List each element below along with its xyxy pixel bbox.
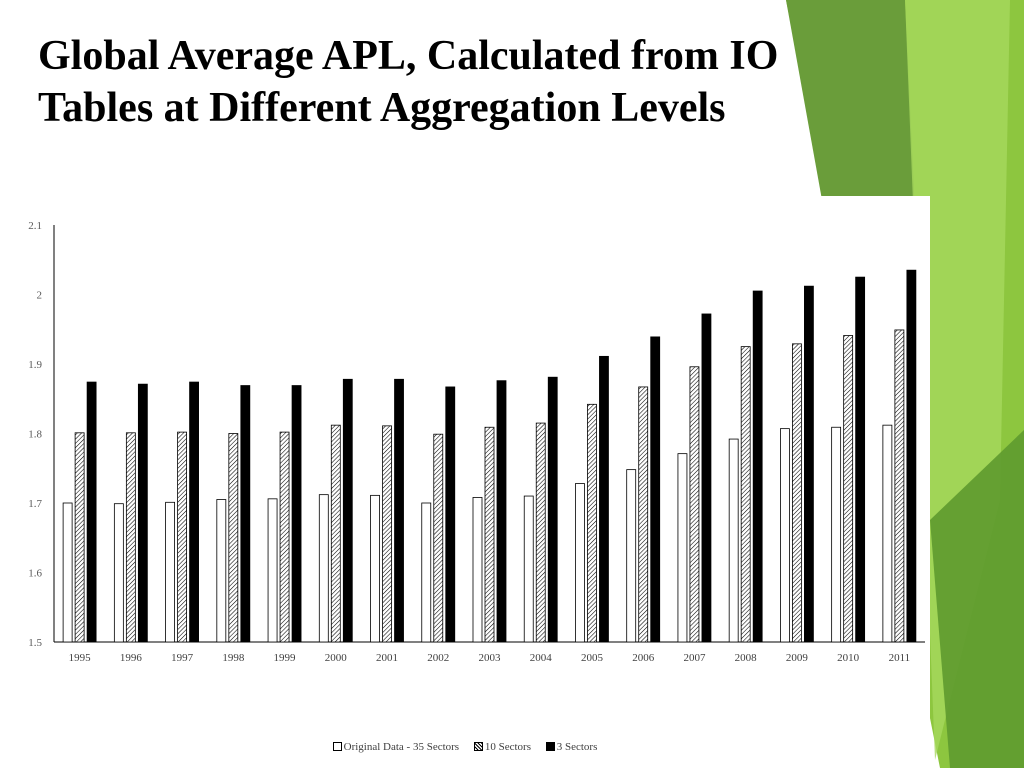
bar-10-sectors <box>638 386 649 643</box>
bar-10-sectors <box>125 432 136 643</box>
bar-original-35-sectors <box>216 499 227 643</box>
x-tick-label: 2003 <box>479 652 502 664</box>
legend-item-10-sectors: 10 Sectors <box>473 741 531 753</box>
bar-original-35-sectors <box>626 469 637 643</box>
x-tick-label: 2001 <box>376 652 398 664</box>
bar-original-35-sectors <box>165 501 175 643</box>
page-title: Global Average APL, Calculated from IO T… <box>38 30 858 134</box>
y-tick-label: 1.9 <box>28 359 42 371</box>
x-tick-label: 2005 <box>581 652 604 664</box>
x-tick-label: 1999 <box>274 652 297 664</box>
bar-3-sectors <box>496 380 507 643</box>
bar-3-sectors <box>137 383 148 643</box>
bar-original-35-sectors <box>62 502 73 643</box>
bar-original-35-sectors <box>421 502 432 643</box>
bar-10-sectors <box>587 403 597 643</box>
x-tick-label: 1997 <box>171 652 194 664</box>
y-tick-labels: 1.5 1.6 1.7 1.8 1.9 2 2.1 <box>28 220 42 649</box>
title-line-2: Tables at Different Aggregation Levels <box>38 85 726 131</box>
y-tick-label: 1.6 <box>28 568 42 580</box>
x-tick-label: 2002 <box>427 652 449 664</box>
bar-3-sectors <box>650 336 661 643</box>
bar-10-sectors <box>792 343 802 643</box>
bar-3-sectors <box>701 313 712 643</box>
bar-10-sectors <box>279 431 290 643</box>
bar-3-sectors <box>804 285 814 643</box>
bar-10-sectors <box>330 424 341 643</box>
bar-original-35-sectors <box>472 497 483 643</box>
bar-10-sectors <box>535 422 546 643</box>
x-tick-label: 2010 <box>837 652 860 664</box>
legend-label: Original Data - 35 Sectors <box>343 741 460 753</box>
legend-label: 3 Sectors <box>556 741 598 753</box>
bar-3-sectors <box>394 378 404 643</box>
legend-label: 10 Sectors <box>484 741 531 753</box>
bar-10-sectors <box>177 431 187 643</box>
bar-3-sectors <box>240 385 251 643</box>
bar-chart: 1.5 1.6 1.7 1.8 1.9 2 2.1 1995 1996 1997 1998 1999… <box>28 220 925 664</box>
bar-10-sectors <box>740 346 751 643</box>
bar-3-sectors <box>855 276 866 643</box>
y-tick-label: 2 <box>37 290 43 302</box>
x-tick-label: 2004 <box>530 652 553 664</box>
x-tick-label: 1996 <box>120 652 143 664</box>
bar-10-sectors <box>894 329 905 643</box>
bar-3-sectors <box>86 381 97 643</box>
bar-original-35-sectors <box>831 426 842 643</box>
legend-swatch-hatched <box>473 741 483 751</box>
bar-original-35-sectors <box>677 453 688 643</box>
bar-original-35-sectors <box>780 428 790 643</box>
bar-3-sectors <box>906 269 917 643</box>
bar-original-35-sectors <box>370 494 380 643</box>
y-tick-label: 1.5 <box>28 637 42 649</box>
bar-3-sectors <box>547 376 558 643</box>
bar-3-sectors <box>342 378 353 643</box>
chart-legend: Original Data - 35 Sectors 10 Sectors 3 … <box>0 741 930 753</box>
bar-original-35-sectors <box>728 438 739 643</box>
bar-3-sectors <box>445 386 456 643</box>
x-tick-label: 2009 <box>786 652 809 664</box>
bar-3-sectors <box>291 385 302 643</box>
x-tick-label: 2006 <box>632 652 655 664</box>
title-line-1: Global Average APL, Calculated from IO <box>38 33 779 79</box>
bar-original-35-sectors <box>318 494 329 643</box>
legend-swatch-white <box>332 741 342 751</box>
x-tick-label: 2007 <box>683 652 706 664</box>
x-tick-label: 2008 <box>735 652 758 664</box>
bar-10-sectors <box>689 366 700 643</box>
x-tick-labels: 1995 1996 1997 1998 1999 2000 2001 2002 2003 2004… <box>69 652 911 664</box>
bar-original-35-sectors <box>523 495 534 643</box>
x-tick-label: 2000 <box>325 652 348 664</box>
bar-original-35-sectors <box>113 503 124 643</box>
chart-panel: 1.5 1.6 1.7 1.8 1.9 2 2.1 1995 1996 1997 1998 1999… <box>0 196 930 768</box>
bar-10-sectors <box>484 426 495 643</box>
y-tick-label: 1.8 <box>28 429 42 441</box>
y-tick-label: 2.1 <box>28 220 42 232</box>
bar-10-sectors <box>228 433 239 643</box>
bar-10-sectors <box>843 335 854 643</box>
x-tick-label: 2011 <box>889 652 911 664</box>
legend-item-3-sectors: 3 Sectors <box>545 741 598 753</box>
bar-10-sectors <box>433 433 444 643</box>
chart-bars <box>62 269 917 643</box>
bar-3-sectors <box>752 290 763 643</box>
y-tick-label: 1.7 <box>28 498 42 510</box>
bar-3-sectors <box>599 355 609 643</box>
legend-item-original-data: Original Data - 35 Sectors <box>332 741 460 753</box>
bar-original-35-sectors <box>882 424 893 643</box>
x-tick-label: 1998 <box>222 652 245 664</box>
bar-10-sectors <box>74 432 85 643</box>
legend-swatch-black <box>545 741 555 751</box>
bar-3-sectors <box>189 381 199 643</box>
bar-original-35-sectors <box>267 498 278 643</box>
x-tick-label: 1995 <box>69 652 92 664</box>
bar-10-sectors <box>382 425 392 643</box>
bar-original-35-sectors <box>575 483 585 643</box>
